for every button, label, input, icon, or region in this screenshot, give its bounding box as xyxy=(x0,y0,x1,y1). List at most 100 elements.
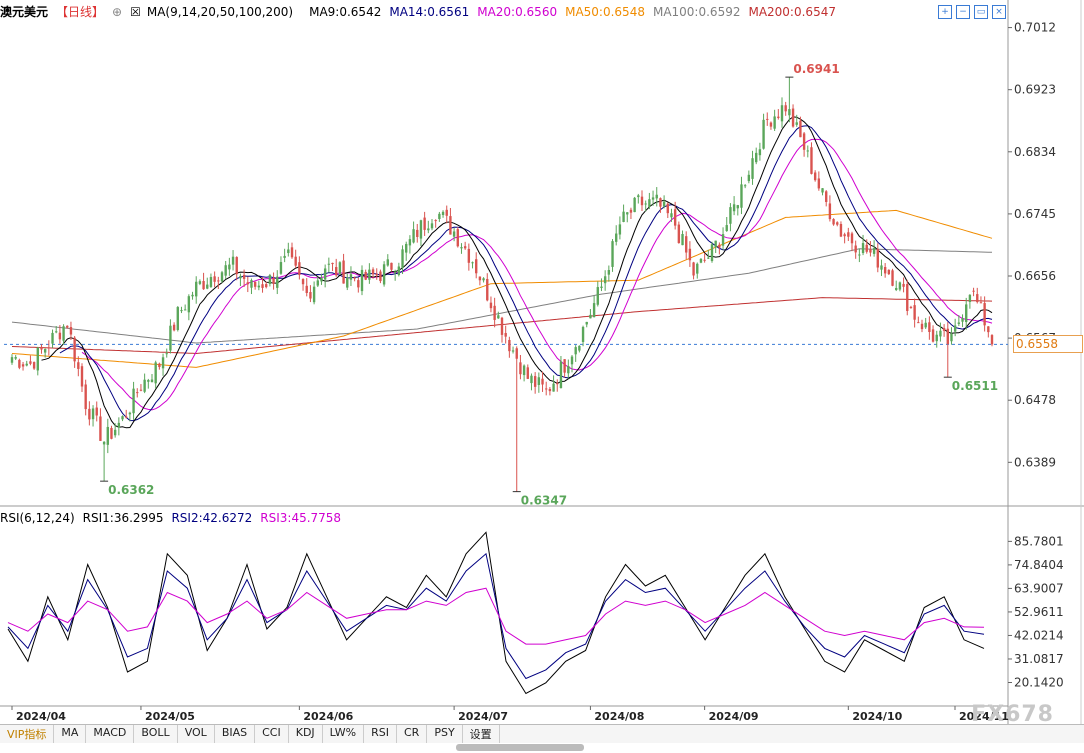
candle xyxy=(478,276,482,286)
candle-body xyxy=(729,207,732,224)
candle-body xyxy=(721,234,725,246)
candle-body xyxy=(600,286,603,288)
candle xyxy=(298,256,301,280)
candle xyxy=(497,311,500,319)
tab-psy[interactable]: PSY xyxy=(427,725,463,743)
restore-icon[interactable]: ▭ xyxy=(974,5,988,19)
candle-body xyxy=(250,280,253,288)
candle-body xyxy=(906,284,909,311)
tab-kdj[interactable]: KDJ xyxy=(289,725,323,743)
candle-body xyxy=(611,241,614,267)
candle-body xyxy=(438,213,441,219)
close-icon[interactable]: × xyxy=(992,5,1006,19)
zoom-in-icon[interactable]: + xyxy=(938,5,952,19)
candle-body xyxy=(946,328,949,345)
candle xyxy=(371,267,375,279)
candle-body xyxy=(836,222,839,225)
candle xyxy=(578,345,581,353)
candle xyxy=(615,225,618,246)
candle-body xyxy=(673,209,677,226)
candle xyxy=(88,401,91,426)
candle-body xyxy=(854,245,857,253)
candle xyxy=(743,184,747,189)
candle xyxy=(195,276,198,304)
candle-body xyxy=(309,292,312,299)
candle xyxy=(655,187,658,207)
candle-body xyxy=(379,271,382,282)
candle-body xyxy=(736,205,739,209)
candle xyxy=(504,325,507,344)
candle-body xyxy=(618,224,622,235)
candle xyxy=(493,297,496,328)
candle-body xyxy=(224,265,227,276)
candle-body xyxy=(497,315,500,319)
candle-body xyxy=(14,357,17,359)
candle xyxy=(928,316,931,340)
tab-ma[interactable]: MA xyxy=(54,725,87,743)
candle xyxy=(762,113,765,150)
candle xyxy=(305,278,308,297)
candle-body xyxy=(979,302,983,304)
zoom-out-icon[interactable]: − xyxy=(956,5,970,19)
candle xyxy=(633,196,636,213)
candle-body xyxy=(659,198,662,207)
tab-vol[interactable]: VOL xyxy=(178,725,215,743)
candle xyxy=(445,205,448,224)
candle xyxy=(541,371,544,392)
candle xyxy=(430,218,434,231)
tab-boll[interactable]: BOLL xyxy=(134,725,178,743)
candle xyxy=(622,204,625,223)
candle xyxy=(976,287,979,304)
candle-body xyxy=(902,283,905,287)
tab-macd[interactable]: MACD xyxy=(86,725,135,743)
tab-cci[interactable]: CCI xyxy=(255,725,289,743)
candle-body xyxy=(791,108,795,127)
candle xyxy=(876,243,879,273)
candle xyxy=(268,273,272,287)
candle-body xyxy=(169,325,172,351)
candle-body xyxy=(843,234,846,237)
candle xyxy=(51,329,54,348)
candle xyxy=(301,278,305,291)
candle-body xyxy=(353,277,356,279)
candle xyxy=(953,318,957,337)
candle-body xyxy=(773,116,776,129)
candle-body xyxy=(784,105,787,112)
tab-settings[interactable]: 设置 xyxy=(463,725,500,743)
candle xyxy=(316,276,319,288)
tab-rsi[interactable]: RSI xyxy=(364,725,397,743)
candle xyxy=(412,221,415,244)
candle xyxy=(721,227,725,251)
candle xyxy=(287,242,290,257)
candle xyxy=(224,260,227,280)
tab-cr[interactable]: CR xyxy=(397,725,428,743)
candle-body xyxy=(66,325,69,328)
candle-body xyxy=(441,211,445,216)
tab-vip-indicators[interactable]: VIP指标 xyxy=(0,725,55,743)
candle-body xyxy=(475,259,478,274)
candle-body xyxy=(847,232,850,237)
candle xyxy=(290,242,294,259)
candle xyxy=(515,346,518,492)
candle-body xyxy=(29,361,32,364)
candle xyxy=(791,104,795,128)
candle xyxy=(261,276,264,293)
horizontal-scrollbar[interactable] xyxy=(456,744,584,751)
candle-body xyxy=(957,322,961,324)
candle-body xyxy=(718,244,721,248)
plus-circle-icon[interactable]: ⊕ xyxy=(112,5,123,19)
candle xyxy=(176,306,179,332)
candle-body xyxy=(272,277,275,284)
tab-bias[interactable]: BIAS xyxy=(215,725,256,743)
candle-body xyxy=(176,307,179,330)
rsi-tick-label: 85.7801 xyxy=(1014,534,1064,548)
candle xyxy=(644,200,647,212)
tab-lw[interactable]: LW% xyxy=(323,725,365,743)
period-label[interactable]: 【日线】 xyxy=(56,5,105,19)
candle xyxy=(132,381,135,420)
candle-body xyxy=(965,304,968,322)
candle xyxy=(935,330,938,348)
candle-body xyxy=(408,239,412,246)
candle-body xyxy=(563,359,566,373)
